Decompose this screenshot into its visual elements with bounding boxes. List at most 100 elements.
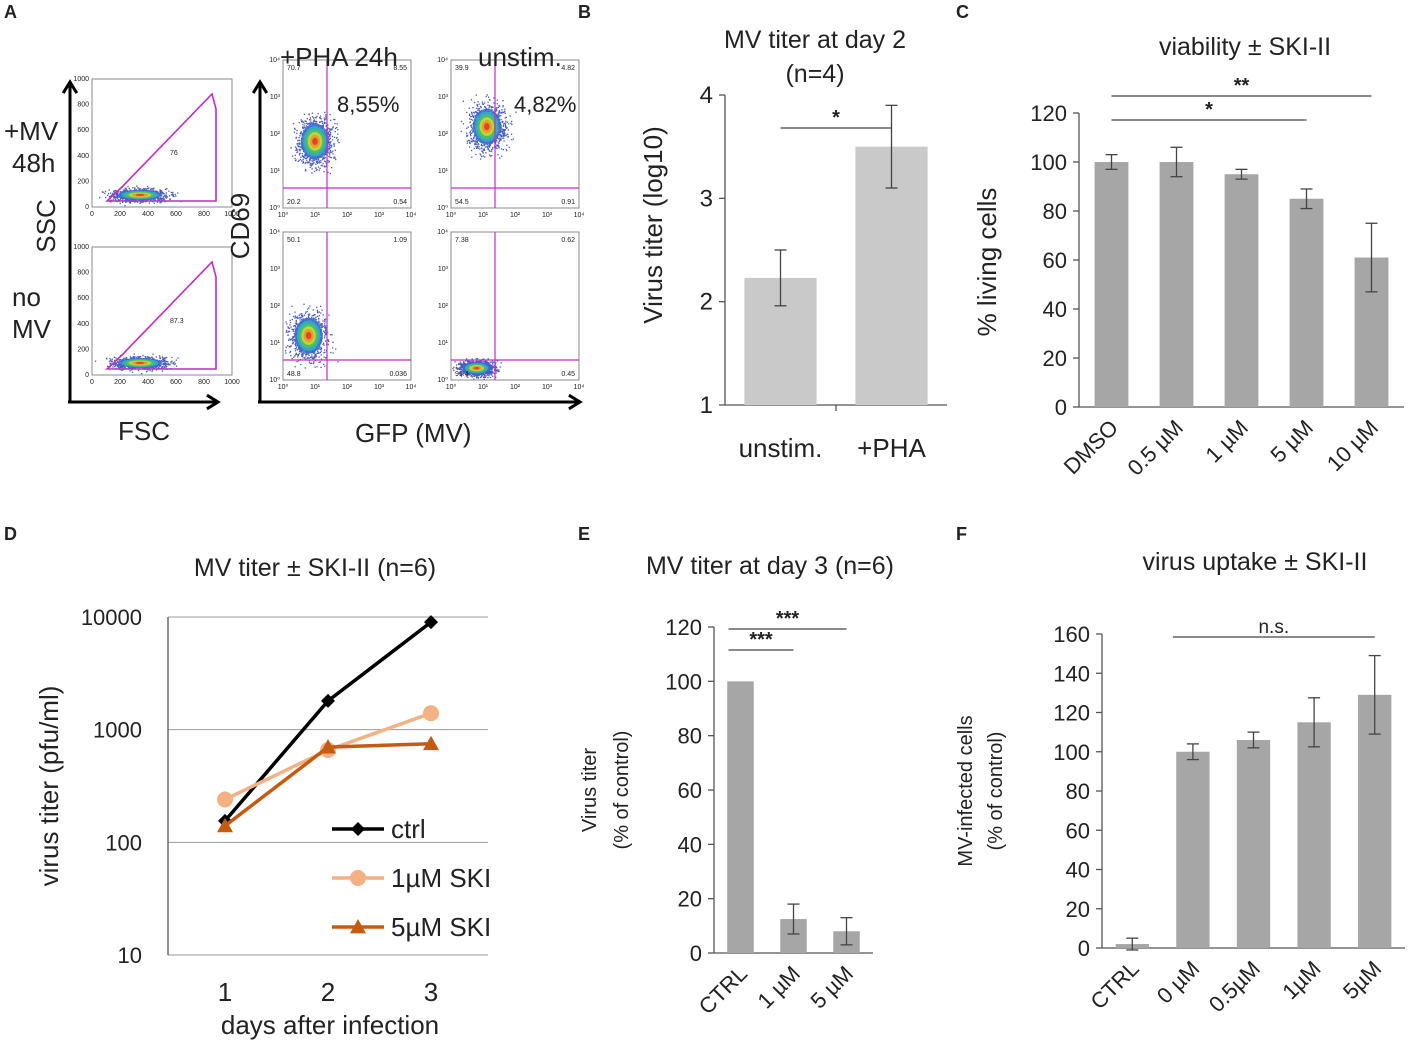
event-dot (110, 201, 112, 203)
gate-polygon (104, 260, 217, 370)
event-dot (472, 140, 475, 142)
event-dot (121, 201, 124, 204)
event-dot (324, 351, 326, 353)
event-dot (315, 318, 317, 321)
event-dot (466, 134, 468, 136)
event-dot (168, 190, 170, 192)
event-dot (505, 126, 507, 128)
event-dot (325, 129, 328, 132)
y-tick-label: 0 (85, 204, 89, 211)
event-dot (312, 314, 315, 317)
event-dot (491, 148, 494, 150)
event-dot (307, 161, 309, 163)
event-dot (495, 147, 497, 149)
event-dot (313, 117, 315, 119)
event-dot (115, 364, 117, 367)
event-dot (479, 153, 481, 155)
cd69-gfp-plot (450, 59, 580, 209)
row-label-48h: 48h (12, 148, 55, 178)
event-dot (475, 147, 478, 149)
event-dot (320, 161, 322, 164)
event-dot (124, 204, 126, 207)
event-dot (330, 166, 333, 169)
event-dot (324, 153, 326, 156)
event-dot (315, 117, 317, 119)
event-dot (294, 311, 296, 313)
event-dot (507, 136, 510, 138)
event-dot (317, 166, 320, 168)
event-dot (324, 166, 326, 168)
event-dot (479, 158, 482, 160)
event-dot (285, 321, 287, 323)
event-dot (499, 134, 502, 137)
event-dot (311, 162, 313, 165)
event-dot (117, 199, 120, 201)
event-dot (94, 360, 97, 362)
event-dot (324, 324, 326, 327)
event-dot (115, 190, 117, 192)
event-dot (322, 314, 324, 316)
event-dot (293, 324, 296, 327)
event-dot (137, 356, 140, 359)
event-dot (285, 330, 288, 332)
event-dot (297, 354, 299, 357)
y-tick-label: 600 (77, 127, 89, 134)
event-dot (125, 190, 127, 192)
event-dot (496, 139, 498, 142)
event-dot (298, 314, 300, 317)
event-dot (329, 148, 331, 150)
event-dot (501, 137, 503, 139)
event-dot (114, 195, 116, 198)
event-dot (337, 138, 339, 141)
event-dot (469, 118, 471, 120)
event-dot (150, 188, 152, 190)
event-dot (323, 337, 326, 339)
density-core (135, 362, 145, 364)
event-dot (135, 189, 138, 191)
event-dot (134, 187, 136, 189)
event-dot (303, 156, 306, 158)
event-dot (132, 356, 135, 358)
event-dot (329, 113, 331, 116)
event-dot (298, 350, 301, 352)
event-dot (317, 321, 319, 324)
event-dot (327, 343, 330, 346)
event-dot (321, 122, 324, 125)
event-dot (300, 142, 302, 144)
event-dot (510, 122, 512, 124)
event-dot (129, 356, 132, 358)
event-dot (322, 158, 324, 160)
event-dot (471, 132, 473, 135)
event-dot (324, 118, 326, 121)
event-dot (329, 130, 331, 132)
event-dot (308, 122, 311, 124)
event-dot (500, 135, 503, 138)
event-dot (471, 128, 474, 130)
event-dot (173, 195, 175, 198)
row-label-no: no (12, 282, 41, 312)
event-dot (127, 198, 129, 200)
event-dot (314, 351, 316, 353)
event-dot (323, 349, 326, 351)
event-dot (505, 125, 507, 127)
event-dot (102, 191, 104, 193)
event-dot (477, 105, 479, 107)
event-dot (485, 95, 487, 98)
event-dot (503, 131, 506, 133)
event-dot (329, 142, 331, 144)
x-tick-label: 10¹ (310, 212, 321, 219)
event-dot (296, 149, 298, 151)
cd69-gfp-plot (282, 231, 412, 381)
event-dot (316, 161, 318, 164)
event-dot (117, 191, 120, 193)
event-dot (467, 126, 469, 128)
event-dot (495, 140, 497, 142)
event-dot (466, 127, 468, 129)
event-dot (483, 149, 485, 151)
event-dot (474, 143, 476, 145)
event-dot (503, 129, 506, 132)
event-dot (469, 142, 471, 145)
event-dot (152, 189, 155, 191)
event-dot (475, 143, 477, 146)
event-dot (313, 122, 315, 125)
